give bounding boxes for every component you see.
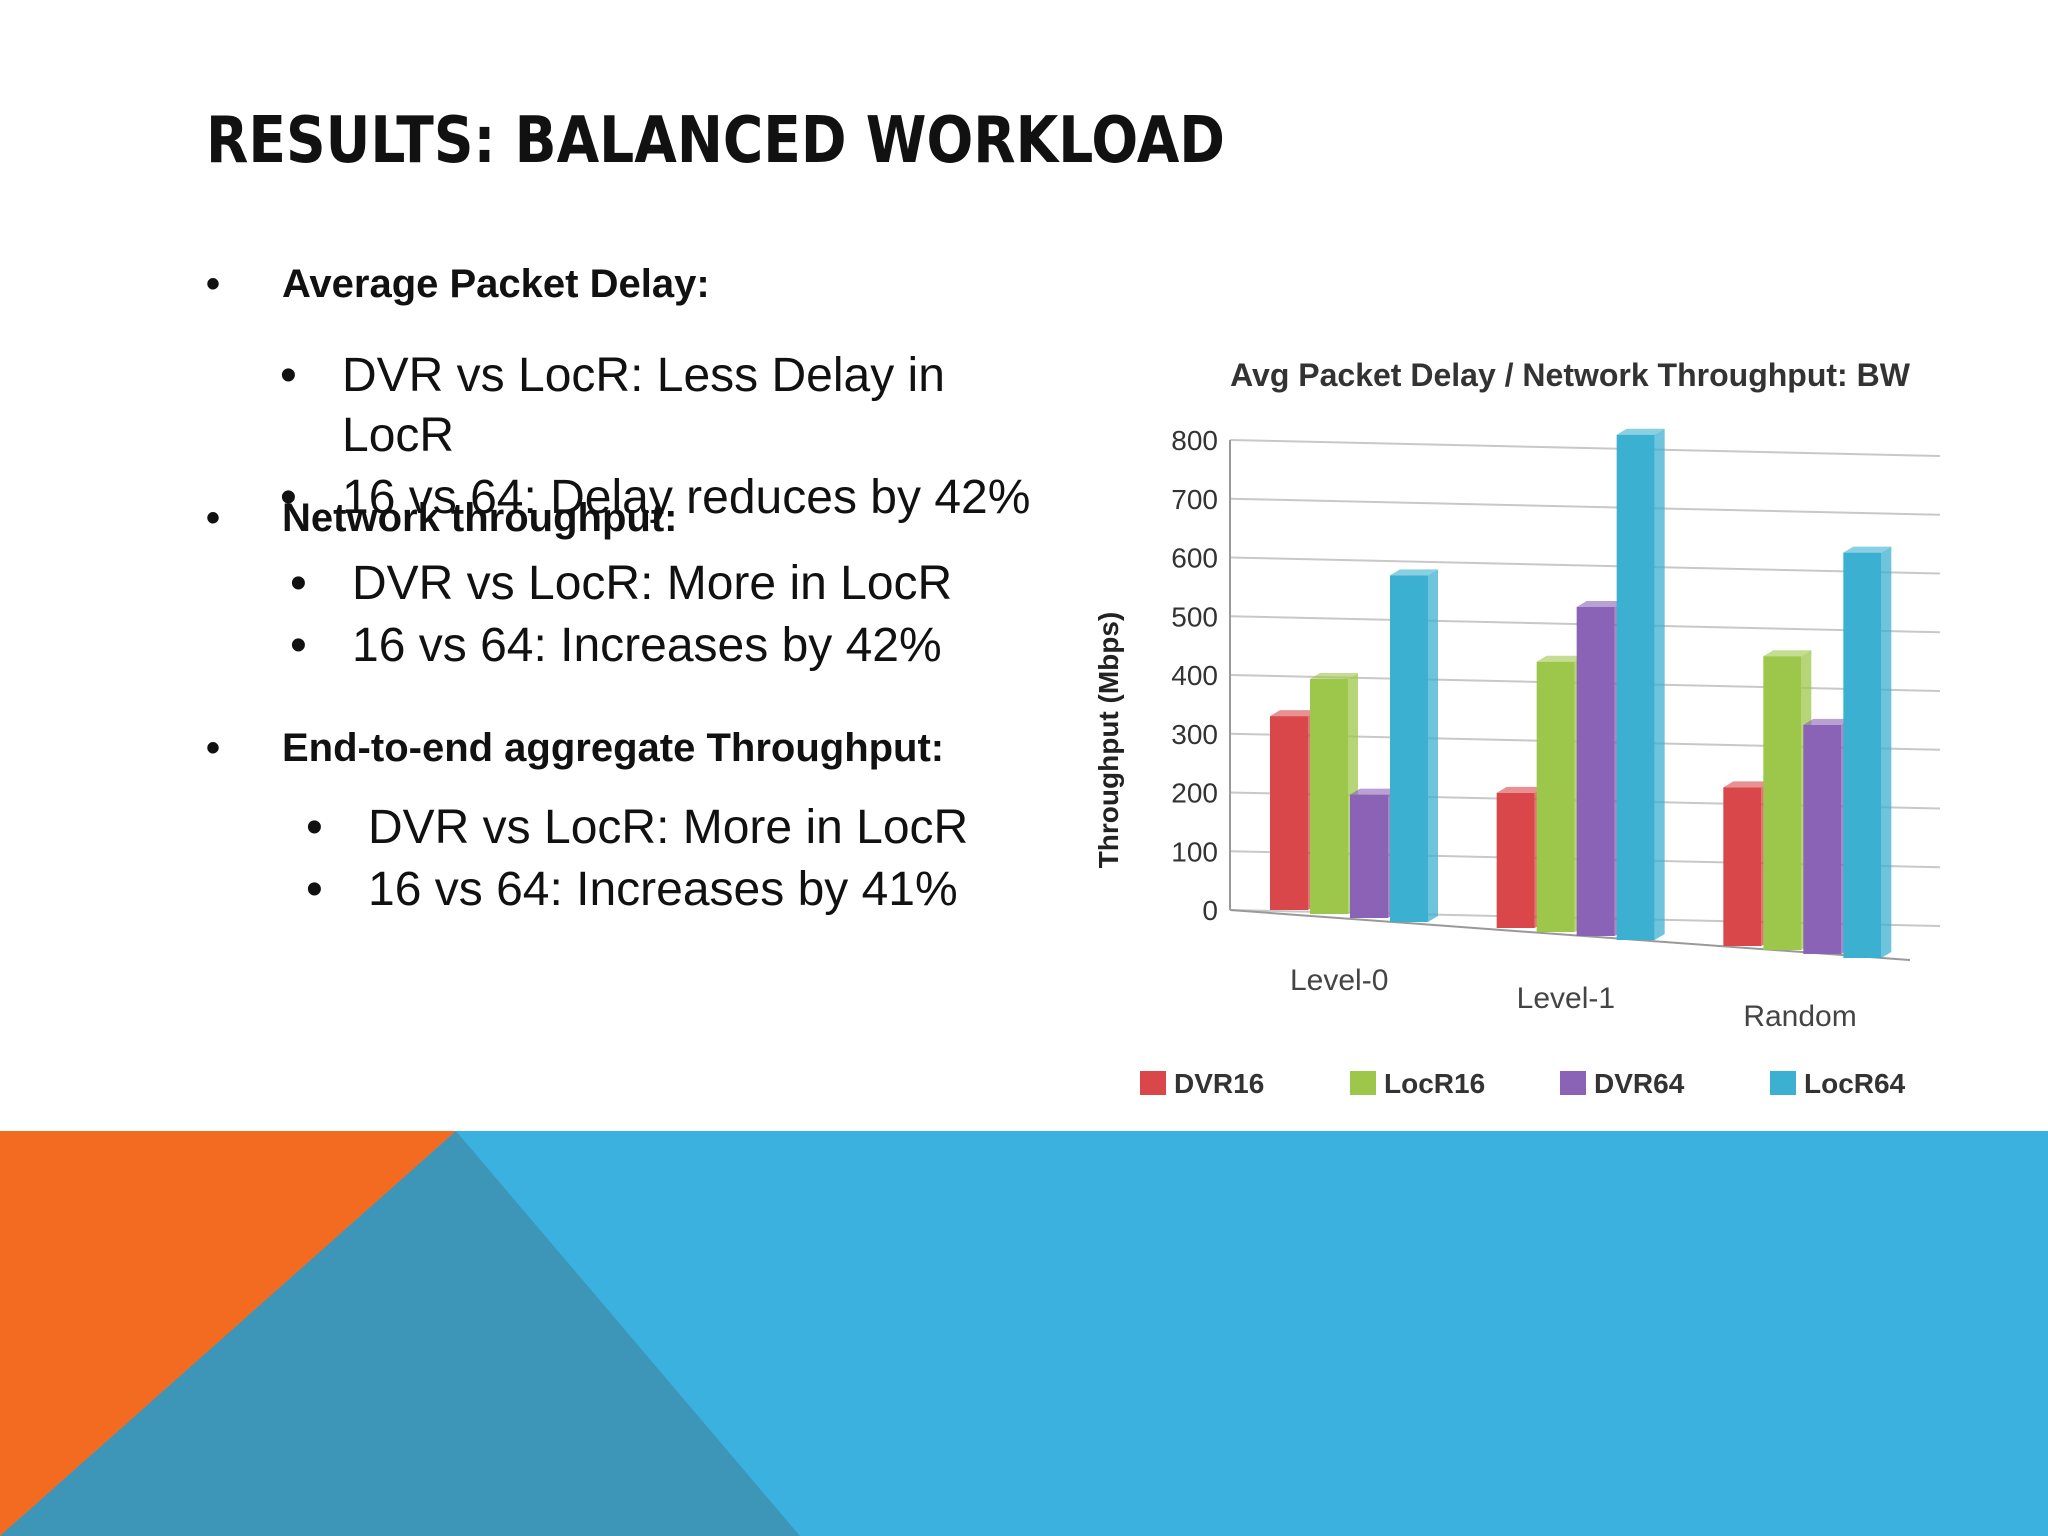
bar-LocR64-Level-0 (1390, 575, 1428, 922)
labels-layer: 0 100 200 300 400 500 600 700 800 Level-0 Level-1 R… (1171, 425, 1856, 1033)
bullet-dot: • (206, 496, 221, 540)
legend-label-DVR16: DVR16 (1174, 1068, 1264, 1099)
heading-text: Average Packet Delay: (282, 262, 710, 306)
item-text: DVR vs LocR: More in LocR (352, 557, 953, 610)
delay-item-1: • DVR vs LocR: Less Delay in (280, 346, 945, 406)
bullet-dot: • (290, 557, 307, 610)
x-axis-line (1229, 909, 1911, 961)
legend-label-LocR16: LocR16 (1384, 1068, 1485, 1099)
y-tick-label: 800 (1171, 425, 1218, 456)
bar-chart: Avg Packet Delay / Network Throughput: B… (1093, 357, 1941, 1099)
item-text: 16 vs 64: Increases by 41% (368, 863, 958, 916)
section-heading-delay: • Average Packet Delay: (206, 262, 710, 307)
item-text: 16 vs 64: Delay reduces by 42% (342, 471, 1031, 524)
bar-LocR16-Level-1 (1536, 661, 1575, 932)
delay-item-2: • 16 vs 64: Delay reduces by 42% (280, 468, 1030, 528)
bullet-dot: • (290, 619, 307, 672)
heading-text: Network throughput: (282, 496, 678, 540)
bar-DVR64-Random (1803, 724, 1842, 954)
heading-text: End-to-end aggregate Throughput: (282, 726, 945, 770)
gridline (1229, 556, 1941, 575)
item-text: DVR vs LocR: More in LocR (368, 801, 969, 854)
network-item-2: • 16 vs 64: Increases by 42% (290, 616, 942, 676)
x-tick-label: Level-0 (1290, 964, 1388, 997)
e2e-item-1: • DVR vs LocR: More in LocR (306, 798, 968, 858)
legend-label-DVR64: DVR64 (1594, 1068, 1685, 1099)
y-tick-label: 700 (1171, 484, 1218, 515)
bar-side (1428, 569, 1438, 922)
dark-blue-triangle (0, 1131, 800, 1536)
y-axis-label: Throughput (Mbps) (1093, 612, 1124, 869)
legend-swatch-DVR64 (1560, 1071, 1586, 1095)
x-tick-label: Random (1743, 1000, 1856, 1033)
bar-top (1536, 655, 1585, 662)
gridline (1229, 497, 1941, 516)
bullet-dot: • (280, 471, 297, 524)
bar-DVR64-Level-0 (1350, 794, 1388, 918)
bar-top (1270, 710, 1318, 717)
bar-DVR64-Level-1 (1576, 607, 1615, 936)
bar-side (1881, 546, 1892, 958)
bullet-dot: • (306, 801, 323, 854)
bar-top (1350, 788, 1398, 795)
bar-top (1310, 673, 1358, 679)
y-tick-label: 600 (1171, 543, 1218, 574)
bullet-dot: • (206, 726, 221, 770)
bar-DVR16-Level-0 (1270, 716, 1308, 910)
bar-top (1723, 781, 1772, 788)
legend: DVR16 LocR16 DVR64 LocR64 (1140, 1068, 1906, 1099)
bar-DVR16-Random (1723, 787, 1762, 946)
legend-label-LocR64: LocR64 (1804, 1068, 1906, 1099)
gridline (1229, 439, 1941, 457)
slide-title: RESULTS: BALANCED WORKLOAD (206, 104, 1225, 178)
bar-top (1390, 569, 1438, 576)
item-text: 16 vs 64: Increases by 42% (352, 619, 942, 672)
y-tick-label: 100 (1171, 836, 1218, 867)
bar-LocR64-Level-1 (1616, 434, 1655, 940)
item-text: DVR vs LocR: Less Delay in (342, 349, 945, 402)
bar-side (1654, 428, 1665, 940)
bullet-dot: • (306, 863, 323, 916)
bar-top (1843, 546, 1892, 553)
network-item-1: • DVR vs LocR: More in LocR (290, 554, 952, 614)
legend-swatch-LocR64 (1770, 1071, 1796, 1095)
delay-item-1-cont: LocR (342, 406, 454, 466)
item-text: LocR (342, 409, 455, 462)
y-tick-label: 200 (1171, 778, 1218, 809)
bar-top (1576, 601, 1625, 607)
y-tick-label: 0 (1202, 895, 1218, 926)
bar-top (1763, 650, 1812, 657)
bar-top (1616, 428, 1665, 435)
y-tick-label: 400 (1171, 660, 1218, 691)
bullet-dot: • (206, 262, 221, 306)
legend-swatch-LocR16 (1350, 1071, 1376, 1095)
chart-title: Avg Packet Delay / Network Throughput: B… (1230, 357, 1911, 393)
bullet-dot: • (280, 349, 297, 402)
x-tick-label: Level-1 (1517, 982, 1615, 1015)
bar-LocR16-Random (1763, 656, 1802, 950)
bar-LocR16-Level-0 (1310, 679, 1348, 914)
bars-layer (1270, 428, 1892, 958)
y-tick-label: 500 (1171, 601, 1218, 632)
bar-DVR16-Level-1 (1496, 792, 1535, 928)
e2e-item-2: • 16 vs 64: Increases by 41% (306, 860, 958, 920)
y-tick-label: 300 (1171, 719, 1218, 750)
bar-LocR64-Random (1843, 552, 1882, 958)
section-heading-network: • Network throughput: (206, 496, 678, 541)
legend-swatch-DVR16 (1140, 1071, 1166, 1095)
section-heading-e2e: • End-to-end aggregate Throughput: (206, 726, 944, 771)
bar-top (1496, 786, 1545, 793)
bar-top (1803, 718, 1852, 725)
